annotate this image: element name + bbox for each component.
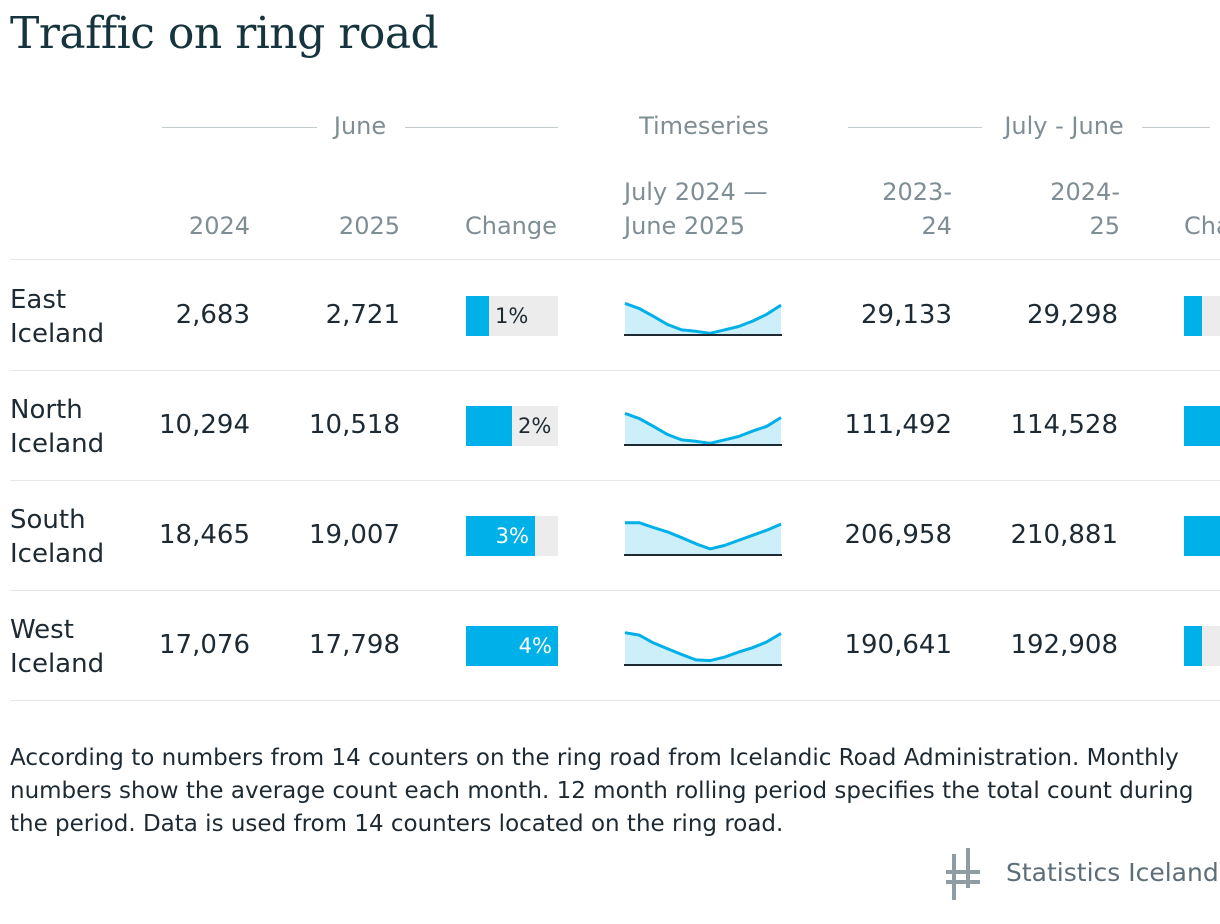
cell-june-2025: 2,721 (325, 300, 400, 330)
sparkline (624, 411, 782, 446)
change-bar-label: 4% (518, 634, 552, 658)
cell-june-2024: 2,683 (175, 300, 250, 330)
row-label-line2: Iceland (10, 539, 105, 569)
col-header-timeseries-1: July 2024 — (624, 178, 768, 206)
sparkline (624, 301, 782, 336)
cell-june-2024: 10,294 (159, 410, 250, 440)
cell-rolling-2023-24: 206,958 (844, 520, 952, 550)
cell-rolling-2024-25: 192,908 (1010, 630, 1118, 660)
cell-june-2024: 17,076 (159, 630, 250, 660)
rolling-change-bar-fill (1184, 516, 1220, 556)
col-header-rolling-2024-1: 2024- (1050, 178, 1120, 206)
statistics-iceland-logo-icon (946, 848, 980, 900)
row-label-line1: West (10, 615, 74, 645)
row-label-line1: East (10, 285, 67, 315)
change-bar-fill (466, 296, 489, 336)
sparkline-line (624, 411, 782, 445)
change-bar-fill (466, 626, 558, 666)
page-title: Traffic on ring road (10, 8, 439, 59)
group-label-rolling: July - June (1004, 112, 1124, 140)
cell-june-2024: 18,465 (159, 520, 250, 550)
logo-text: Statistics Iceland (1006, 858, 1219, 887)
cell-rolling-2023-24: 111,492 (844, 410, 952, 440)
statistics-iceland-logo: Statistics Iceland (944, 848, 1219, 902)
rolling-change-bar-fill (1184, 406, 1220, 446)
rolling-change-bar (1184, 406, 1220, 446)
group-label-june: June (333, 112, 387, 140)
change-bar: 4% (466, 626, 558, 666)
sparkline-area (625, 522, 781, 555)
cell-rolling-2024-25: 210,881 (1010, 520, 1118, 550)
cell-june-2025: 19,007 (309, 520, 400, 550)
cell-rolling-2024-25: 114,528 (1010, 410, 1118, 440)
rolling-change-bar-fill (1184, 296, 1202, 336)
change-bar: 1% (466, 296, 558, 336)
sparkline (624, 631, 782, 666)
cell-rolling-2024-25: 29,298 (1027, 300, 1118, 330)
sparkline-area (625, 303, 781, 335)
group-header-rolling: July - June (848, 112, 1210, 142)
cell-rolling-2023-24: 190,641 (844, 630, 952, 660)
change-bar-fill (466, 406, 512, 446)
col-header-rolling-change: Change (1184, 209, 1220, 243)
col-header-rolling-change-text: Change (1184, 212, 1220, 240)
row-label-line2: Iceland (10, 429, 105, 459)
sparkline-area (625, 632, 781, 665)
col-header-2025: 2025 (338, 212, 400, 240)
rolling-change-bar (1184, 296, 1220, 336)
col-header-rolling-2023-2: 24 (921, 212, 952, 240)
change-bar: 2% (466, 406, 558, 446)
row-label-line2: Iceland (10, 319, 105, 349)
cell-june-2025: 17,798 (309, 630, 400, 660)
group-header-june: June (162, 112, 558, 142)
col-header-timeseries-2: June 2025 (624, 212, 745, 240)
header-rule (10, 259, 1220, 260)
row-rule-2 (10, 480, 1220, 481)
row-rule-1 (10, 370, 1220, 371)
sparkline-line (625, 521, 782, 551)
col-header-change: Change (465, 212, 557, 240)
group-header-timeseries: Timeseries (624, 112, 784, 142)
change-bar: 3% (466, 516, 558, 556)
cell-rolling-2023-24: 29,133 (861, 300, 952, 330)
col-header-rolling-2023-1: 2023- (882, 178, 952, 206)
change-bar-label: 1% (495, 304, 529, 328)
row-rule-3 (10, 590, 1220, 591)
change-bar-fill (466, 516, 535, 556)
row-rule-4 (10, 700, 1220, 701)
sparkline-line (624, 631, 782, 663)
change-bar-label: 2% (518, 414, 552, 438)
cell-june-2025: 10,518 (309, 410, 400, 440)
row-label-line2: Iceland (10, 649, 105, 679)
sparkline-line (624, 301, 782, 335)
col-header-2024: 2024 (188, 212, 250, 240)
rolling-change-bar (1184, 516, 1220, 556)
rolling-change-bar (1184, 626, 1220, 666)
footnote: According to numbers from 14 counters on… (10, 745, 1194, 837)
sparkline (624, 521, 782, 556)
change-bar-label: 3% (495, 524, 529, 548)
rolling-change-bar-fill (1184, 626, 1202, 666)
sparkline-area (625, 413, 781, 445)
row-label-line1: South (10, 505, 86, 535)
group-label-timeseries: Timeseries (639, 112, 769, 140)
col-header-rolling-2024-2: 25 (1089, 212, 1120, 240)
row-label-line1: North (10, 395, 83, 425)
